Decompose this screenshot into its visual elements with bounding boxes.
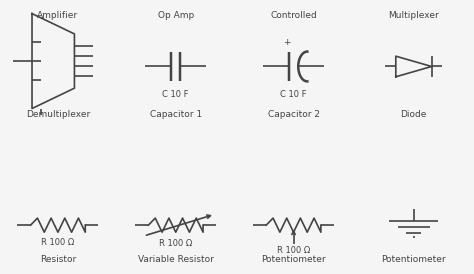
Text: C 10 F: C 10 F — [280, 90, 307, 99]
Text: R 100 Ω: R 100 Ω — [277, 246, 310, 255]
Text: Resistor: Resistor — [40, 255, 76, 264]
Text: Diode: Diode — [401, 110, 427, 119]
Text: Potentiometer: Potentiometer — [261, 255, 326, 264]
Text: Capacitor 1: Capacitor 1 — [150, 110, 202, 119]
Text: Demultiplexer: Demultiplexer — [26, 110, 90, 119]
Text: Multiplexer: Multiplexer — [388, 11, 439, 20]
Text: Op Amp: Op Amp — [158, 11, 194, 20]
Text: C 10 F: C 10 F — [163, 90, 189, 99]
Text: Potentiometer: Potentiometer — [382, 255, 446, 264]
Text: Amplifier: Amplifier — [37, 11, 79, 20]
Text: R 100 Ω: R 100 Ω — [41, 238, 74, 247]
Text: Controlled: Controlled — [270, 11, 317, 20]
Text: R 100 Ω: R 100 Ω — [159, 239, 192, 248]
Text: Capacitor 2: Capacitor 2 — [267, 110, 319, 119]
Text: +: + — [283, 38, 290, 47]
Text: Variable Resistor: Variable Resistor — [138, 255, 214, 264]
